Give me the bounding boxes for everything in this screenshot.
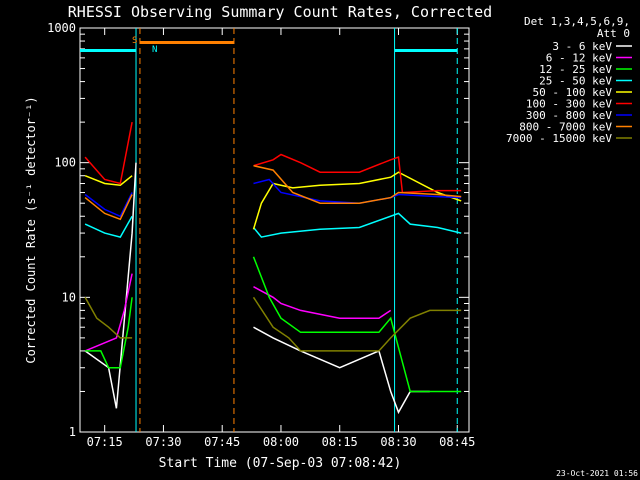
series-line-100to300keV — [84, 121, 133, 185]
series-line-6to12keV — [253, 286, 392, 319]
y-tick-label: 1000 — [47, 21, 76, 35]
legend-item-label: 300 - 800 keV — [526, 109, 612, 122]
chart-title: RHESSI Observing Summary Count Rates, Co… — [68, 3, 492, 21]
x-tick-label: 08:30 — [380, 435, 416, 449]
legend-item-label: 6 - 12 keV — [546, 52, 613, 65]
legend-item-label: 25 - 50 keV — [539, 75, 612, 88]
series-line-12to25keV — [85, 297, 133, 369]
night-label: N — [152, 45, 157, 55]
series-line-800to7000keV — [253, 164, 462, 204]
legend-header-line-1: Det 1,3,4,5,6,9, — [524, 15, 630, 28]
legend-header-line-2: Att 0 — [597, 27, 630, 40]
y-tick-label: 10 — [62, 290, 76, 304]
y-tick-label: 1 — [69, 425, 76, 439]
x-tick-label: 08:15 — [322, 435, 358, 449]
series-line-7000to15000keV — [84, 296, 133, 339]
series-line-800to7000keV — [84, 194, 133, 221]
saa-label: S — [132, 36, 137, 46]
x-tick-label: 08:00 — [263, 435, 299, 449]
series-line-6to12keV — [84, 273, 133, 352]
x-axis-label: Start Time (07-Sep-03 07:08:42) — [159, 456, 402, 471]
y-tick-label: 100 — [54, 156, 76, 170]
series-line-300to800keV — [84, 192, 133, 218]
series-line-3to6keV — [253, 326, 430, 415]
x-tick-label: 07:30 — [145, 435, 181, 449]
series-line-25to50keV — [252, 212, 462, 238]
series-line-12to25keV — [252, 256, 462, 393]
legend-item-label: 3 - 6 keV — [552, 40, 612, 53]
series-line-7000to15000keV — [252, 296, 462, 352]
series-line-50to100keV — [252, 171, 462, 230]
timestamp: 23-Oct-2021 01:56 — [556, 469, 638, 478]
series-line-50to100keV — [84, 175, 133, 186]
legend-item-label: 7000 - 15000 keV — [506, 132, 612, 145]
series-line-100to300keV — [253, 153, 462, 194]
x-tick-label: 07:15 — [87, 435, 123, 449]
legend-item-label: 50 - 100 keV — [533, 86, 613, 99]
series-line-25to50keV — [84, 215, 133, 238]
plot-frame — [79, 27, 470, 433]
series-line-3to6keV — [84, 162, 137, 409]
legend-item-label: 100 - 300 keV — [526, 98, 612, 111]
x-tick-label: 07:45 — [204, 435, 240, 449]
y-axis-label: Corrected Count Rate (s⁻¹ detector⁻¹) — [24, 96, 38, 363]
x-tick-label: 08:45 — [439, 435, 475, 449]
legend-item-label: 800 - 7000 keV — [519, 121, 612, 134]
legend-item-label: 12 - 25 keV — [539, 63, 612, 76]
